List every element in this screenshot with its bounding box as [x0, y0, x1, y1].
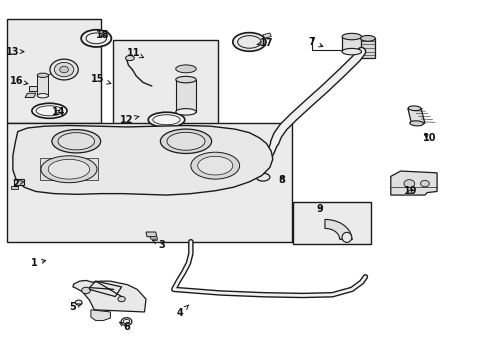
Ellipse shape: [50, 59, 78, 80]
Ellipse shape: [48, 159, 89, 179]
Polygon shape: [360, 39, 374, 58]
Text: 13: 13: [6, 46, 24, 57]
Polygon shape: [73, 280, 146, 312]
Polygon shape: [40, 158, 98, 180]
Ellipse shape: [360, 36, 374, 41]
Text: 7: 7: [308, 37, 322, 47]
Ellipse shape: [118, 296, 125, 302]
Polygon shape: [390, 171, 436, 195]
Ellipse shape: [60, 66, 68, 73]
Ellipse shape: [341, 48, 361, 55]
Text: 1: 1: [30, 258, 45, 268]
Ellipse shape: [75, 300, 82, 305]
Polygon shape: [150, 237, 158, 239]
Ellipse shape: [32, 103, 67, 118]
Polygon shape: [176, 80, 195, 112]
Text: 2: 2: [12, 179, 24, 189]
Polygon shape: [37, 75, 48, 96]
Polygon shape: [91, 310, 110, 320]
Ellipse shape: [232, 33, 265, 51]
Text: 10: 10: [422, 133, 436, 143]
Text: 11: 11: [126, 48, 143, 58]
Ellipse shape: [37, 94, 48, 98]
Ellipse shape: [52, 130, 101, 153]
Polygon shape: [263, 33, 271, 39]
Ellipse shape: [54, 62, 74, 77]
Ellipse shape: [256, 173, 269, 181]
Bar: [6, 123, 292, 242]
Text: 19: 19: [403, 186, 416, 197]
Ellipse shape: [341, 232, 351, 242]
Polygon shape: [341, 37, 361, 51]
Ellipse shape: [175, 76, 196, 83]
Text: 14: 14: [51, 107, 65, 117]
Ellipse shape: [190, 152, 239, 179]
Ellipse shape: [175, 65, 196, 73]
Text: 17: 17: [256, 38, 273, 48]
Text: 6: 6: [120, 322, 130, 332]
Text: 15: 15: [90, 74, 111, 84]
Ellipse shape: [148, 112, 184, 127]
Ellipse shape: [58, 133, 94, 150]
Ellipse shape: [125, 55, 134, 60]
Ellipse shape: [341, 33, 361, 40]
Ellipse shape: [41, 156, 97, 183]
Polygon shape: [407, 108, 424, 123]
Text: 12: 12: [120, 115, 139, 125]
Text: 16: 16: [10, 76, 28, 86]
Polygon shape: [14, 179, 24, 185]
Text: 5: 5: [69, 302, 81, 312]
Ellipse shape: [166, 132, 204, 150]
Text: 18: 18: [96, 30, 110, 40]
Ellipse shape: [160, 129, 211, 153]
Text: 3: 3: [152, 239, 164, 249]
Polygon shape: [146, 232, 157, 237]
Ellipse shape: [420, 180, 428, 187]
Bar: [293, 202, 370, 244]
Ellipse shape: [175, 109, 196, 115]
Ellipse shape: [37, 73, 48, 77]
Text: 9: 9: [316, 204, 323, 215]
Polygon shape: [29, 86, 37, 91]
Bar: [6, 19, 101, 123]
Polygon shape: [13, 126, 272, 195]
Ellipse shape: [407, 106, 420, 111]
Polygon shape: [325, 220, 351, 239]
Ellipse shape: [197, 156, 232, 175]
Ellipse shape: [81, 30, 111, 47]
Bar: [113, 40, 217, 127]
Polygon shape: [25, 93, 36, 98]
Text: 8: 8: [278, 175, 285, 185]
Text: 4: 4: [176, 305, 188, 318]
Ellipse shape: [81, 287, 90, 294]
Polygon shape: [11, 186, 18, 189]
Ellipse shape: [121, 318, 132, 325]
Ellipse shape: [403, 180, 414, 188]
Ellipse shape: [409, 121, 423, 126]
